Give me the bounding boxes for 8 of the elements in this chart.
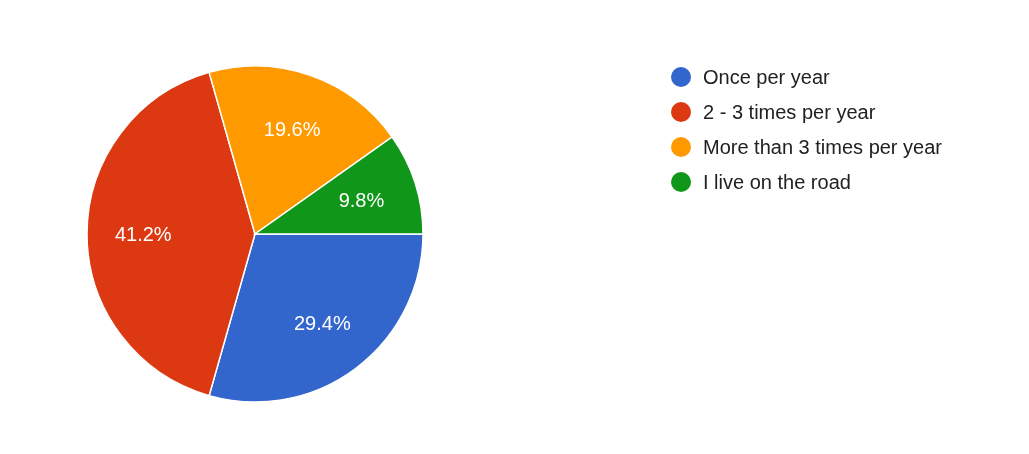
legend-label: 2 - 3 times per year (703, 101, 876, 123)
data-label: 9.8% (338, 189, 385, 212)
legend-label: I live on the road (703, 171, 851, 193)
data-label: 41.2% (114, 223, 172, 245)
data-label: 29.4% (294, 312, 351, 335)
legend-label: Once per year (703, 66, 831, 88)
legend-label: More than 3 times per year (703, 136, 943, 158)
data-label: 19.6% (263, 117, 321, 140)
